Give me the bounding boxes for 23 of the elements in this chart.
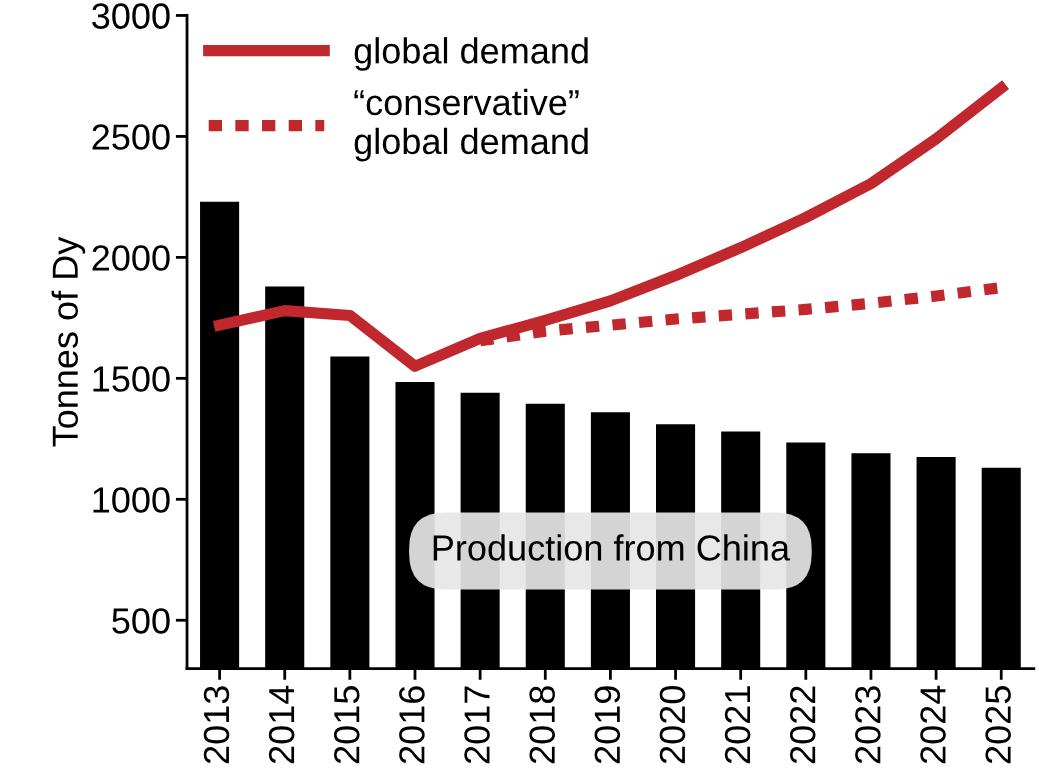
x-tick-label: 2020 — [659, 686, 686, 764]
x-tick-label: 2024 — [920, 685, 946, 764]
y-axis-title: Tonnes of Dy — [51, 236, 86, 447]
x-tick-label: 2017 — [464, 686, 490, 764]
x-tick-label: 2025 — [985, 686, 1011, 764]
x-tick-label: 2023 — [855, 686, 881, 764]
x-tick-label: 2018 — [529, 686, 555, 764]
x-tick-label: 2021 — [724, 686, 751, 764]
y-tick-label: 500 — [112, 608, 170, 634]
y-tick-label: 2000 — [92, 245, 170, 271]
annotation: Production from China — [433, 534, 791, 561]
y-tick-label: 1500 — [93, 366, 170, 392]
x-tick-label: 2013 — [203, 686, 230, 764]
y-tick-label: 1000 — [93, 487, 170, 513]
x-tick-label: 2019 — [594, 686, 621, 764]
x-tick-label: 2022 — [789, 686, 816, 764]
legend-label: global demand — [354, 37, 588, 71]
legend-label: “conservative” global demand — [354, 88, 588, 162]
x-tick-label: 2016 — [399, 686, 425, 764]
x-tick-label: 2015 — [333, 686, 360, 764]
x-tick-label: 2014 — [268, 685, 295, 764]
y-tick-label: 2500 — [92, 124, 170, 150]
y-tick-label: 3000 — [92, 3, 170, 29]
